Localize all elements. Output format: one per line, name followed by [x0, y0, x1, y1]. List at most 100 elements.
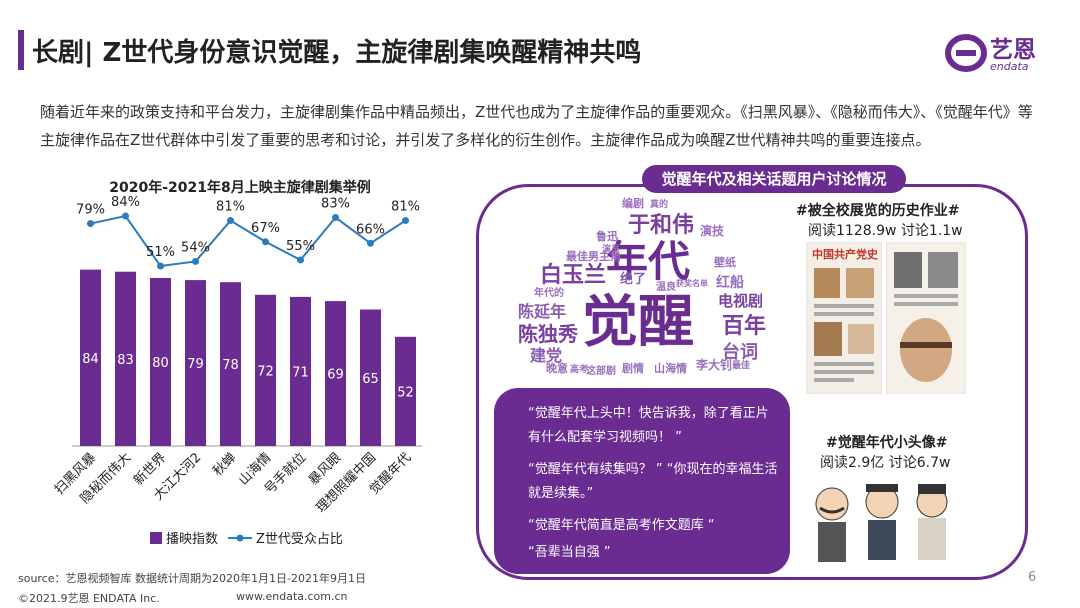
- copyright: ©2021.9艺恩 ENDATA Inc.: [18, 592, 160, 605]
- logo-subtext: endata: [990, 60, 1029, 73]
- legend-line-marker: [236, 534, 244, 542]
- legend-bar-label: 播映指数: [166, 532, 218, 547]
- word-cloud-item: 剧情: [622, 362, 644, 375]
- user-quotes-box: “觉醒年代上头中！快告诉我，除了看正片有什么配套学习视频吗！ ” “觉醒年代有续…: [494, 388, 790, 574]
- line-value-label: 79%: [76, 203, 105, 218]
- footer-url[interactable]: www.endata.com.cn: [236, 590, 348, 603]
- bar-value-label: 79: [187, 357, 204, 372]
- bar-9: [360, 309, 381, 446]
- bar-8: [325, 301, 346, 446]
- bar-value-label: 84: [82, 352, 99, 367]
- history-homework-caption: 中国共产党史: [812, 247, 879, 261]
- word-cloud-item: 演员: [602, 245, 621, 255]
- line-point-8: [332, 214, 339, 222]
- page-number: 6: [1028, 570, 1037, 585]
- word-cloud-item: 建党: [530, 346, 563, 365]
- category-label: 秋蝉: [210, 450, 239, 479]
- line-value-label: 51%: [146, 245, 175, 260]
- bar-6: [255, 294, 276, 446]
- line-value-label: 66%: [356, 222, 385, 237]
- cartoon-avatars-image: [815, 484, 948, 562]
- word-cloud-item: 白玉兰: [540, 263, 607, 288]
- quote-2: “觉醒年代有续集吗？ ” “你现在的幸福生活就是续集。”: [528, 462, 778, 501]
- category-label: 理想照耀中国: [313, 450, 379, 516]
- line-value-label: 67%: [251, 221, 280, 236]
- word-cloud-item: 高考: [570, 365, 589, 375]
- line-series-z-gen: [90, 214, 407, 268]
- word-cloud-item: 获奖名单: [676, 279, 708, 288]
- word-cloud-item: 真的: [650, 200, 669, 210]
- word-cloud-item: 陈独秀: [518, 322, 578, 346]
- word-cloud-item: 觉醒: [582, 290, 694, 355]
- line-point-3: [157, 262, 164, 270]
- line-point-10: [402, 217, 409, 225]
- bar-10: [395, 336, 416, 446]
- bar-value-label: 72: [257, 364, 274, 379]
- bar-value-label: 80: [152, 356, 169, 371]
- title-accent-bar: [18, 30, 24, 70]
- word-cloud-item: 壁纸: [714, 256, 736, 269]
- line-point-5: [227, 217, 234, 225]
- word-cloud-item: 最佳男主角: [566, 250, 621, 263]
- bar-line-chart: 2020年-2021年8月上映主旋律剧集举例 84 83 80 79 78 72 71 69 6…: [52, 179, 422, 547]
- panel-title: 觉醒年代及相关话题用户讨论情况: [642, 165, 906, 193]
- bar-value-label: 83: [117, 353, 134, 368]
- history-homework-image-right: [886, 242, 966, 394]
- page-title: 长剧| Z世代身份意识觉醒，主旋律剧集唤醒精神共鸣: [32, 38, 642, 68]
- line-point-2: [122, 212, 129, 220]
- word-cloud-item: 编剧: [622, 197, 644, 210]
- quote-3: “觉醒年代简直是高考作文题库 “: [528, 518, 715, 533]
- word-cloud-item: 晚意: [546, 362, 568, 375]
- quote-4: “吾辈当自强 ”: [528, 545, 611, 560]
- endata-logo-icon: [945, 34, 987, 72]
- word-cloud-item: 绝了: [620, 272, 647, 287]
- bar-3: [150, 278, 171, 446]
- word-cloud-item: 鲁迅: [596, 230, 618, 243]
- line-value-label: 55%: [286, 239, 315, 254]
- bar-1: [80, 269, 101, 446]
- line-value-label: 81%: [391, 200, 420, 215]
- bar-5: [220, 282, 241, 446]
- topic-2-stats: 阅读2.9亿 讨论6.7w: [820, 455, 951, 471]
- word-cloud-item: 山海情: [654, 362, 687, 375]
- bar-value-label: 71: [292, 365, 309, 380]
- word-cloud-item: 这部剧: [586, 366, 616, 377]
- line-value-label: 84%: [111, 195, 140, 210]
- line-value-label: 83%: [321, 197, 350, 212]
- chart-title: 2020年-2021年8月上映主旋律剧集举例: [109, 179, 370, 196]
- bar-2: [115, 271, 136, 446]
- bar-value-label: 69: [327, 368, 344, 383]
- word-cloud-item: 电视剧: [718, 292, 764, 310]
- line-value-label: 54%: [181, 240, 210, 255]
- intro-paragraph: 随着近年来的政策支持和平台发力，主旋律剧集作品中精品频出，Z世代也成为了主旋律作…: [40, 103, 1033, 149]
- word-cloud-item: 百年: [722, 314, 767, 339]
- word-cloud-item: 温良: [656, 282, 676, 293]
- source-note: source：艺恩视频智库 数据统计周期为2020年1月1日-2021年9月1日: [18, 572, 366, 585]
- bar-4: [185, 280, 206, 446]
- bar-value-label: 78: [222, 358, 239, 373]
- word-cloud-item: 年代的: [534, 288, 564, 299]
- word-cloud-item: 演技: [700, 224, 725, 238]
- logo-text: 艺恩: [990, 37, 1036, 63]
- word-cloud-item: 台词: [722, 342, 758, 363]
- quote-1: “觉醒年代上头中！快告诉我，除了看正片有什么配套学习视频吗！ ”: [528, 406, 769, 445]
- topic-1-title: #被全校展览的历史作业#: [796, 203, 960, 219]
- line-point-9: [367, 239, 374, 247]
- word-cloud-item: 李大钊: [696, 358, 733, 372]
- line-value-label: 81%: [216, 200, 245, 215]
- line-point-4: [192, 257, 199, 265]
- word-cloud-item: 陈延年: [518, 302, 567, 321]
- word-cloud-item: 于和伟: [628, 213, 695, 238]
- topic-1-stats: 阅读1128.9w 讨论1.1w: [808, 223, 963, 239]
- legend-bar-swatch: [150, 532, 162, 544]
- bar-value-label: 65: [362, 372, 379, 387]
- word-cloud-item: 红船: [716, 275, 744, 291]
- word-cloud-item: 年代: [606, 237, 691, 286]
- history-homework-image-left: 中国共产党史: [806, 242, 882, 394]
- bar-value-label: 52: [397, 385, 414, 400]
- topic-2-title: #觉醒年代小头像#: [826, 435, 948, 451]
- word-cloud-item: 最佳: [732, 361, 751, 371]
- bar-7: [290, 296, 311, 446]
- line-point-7: [297, 256, 304, 264]
- line-point-1: [87, 220, 94, 228]
